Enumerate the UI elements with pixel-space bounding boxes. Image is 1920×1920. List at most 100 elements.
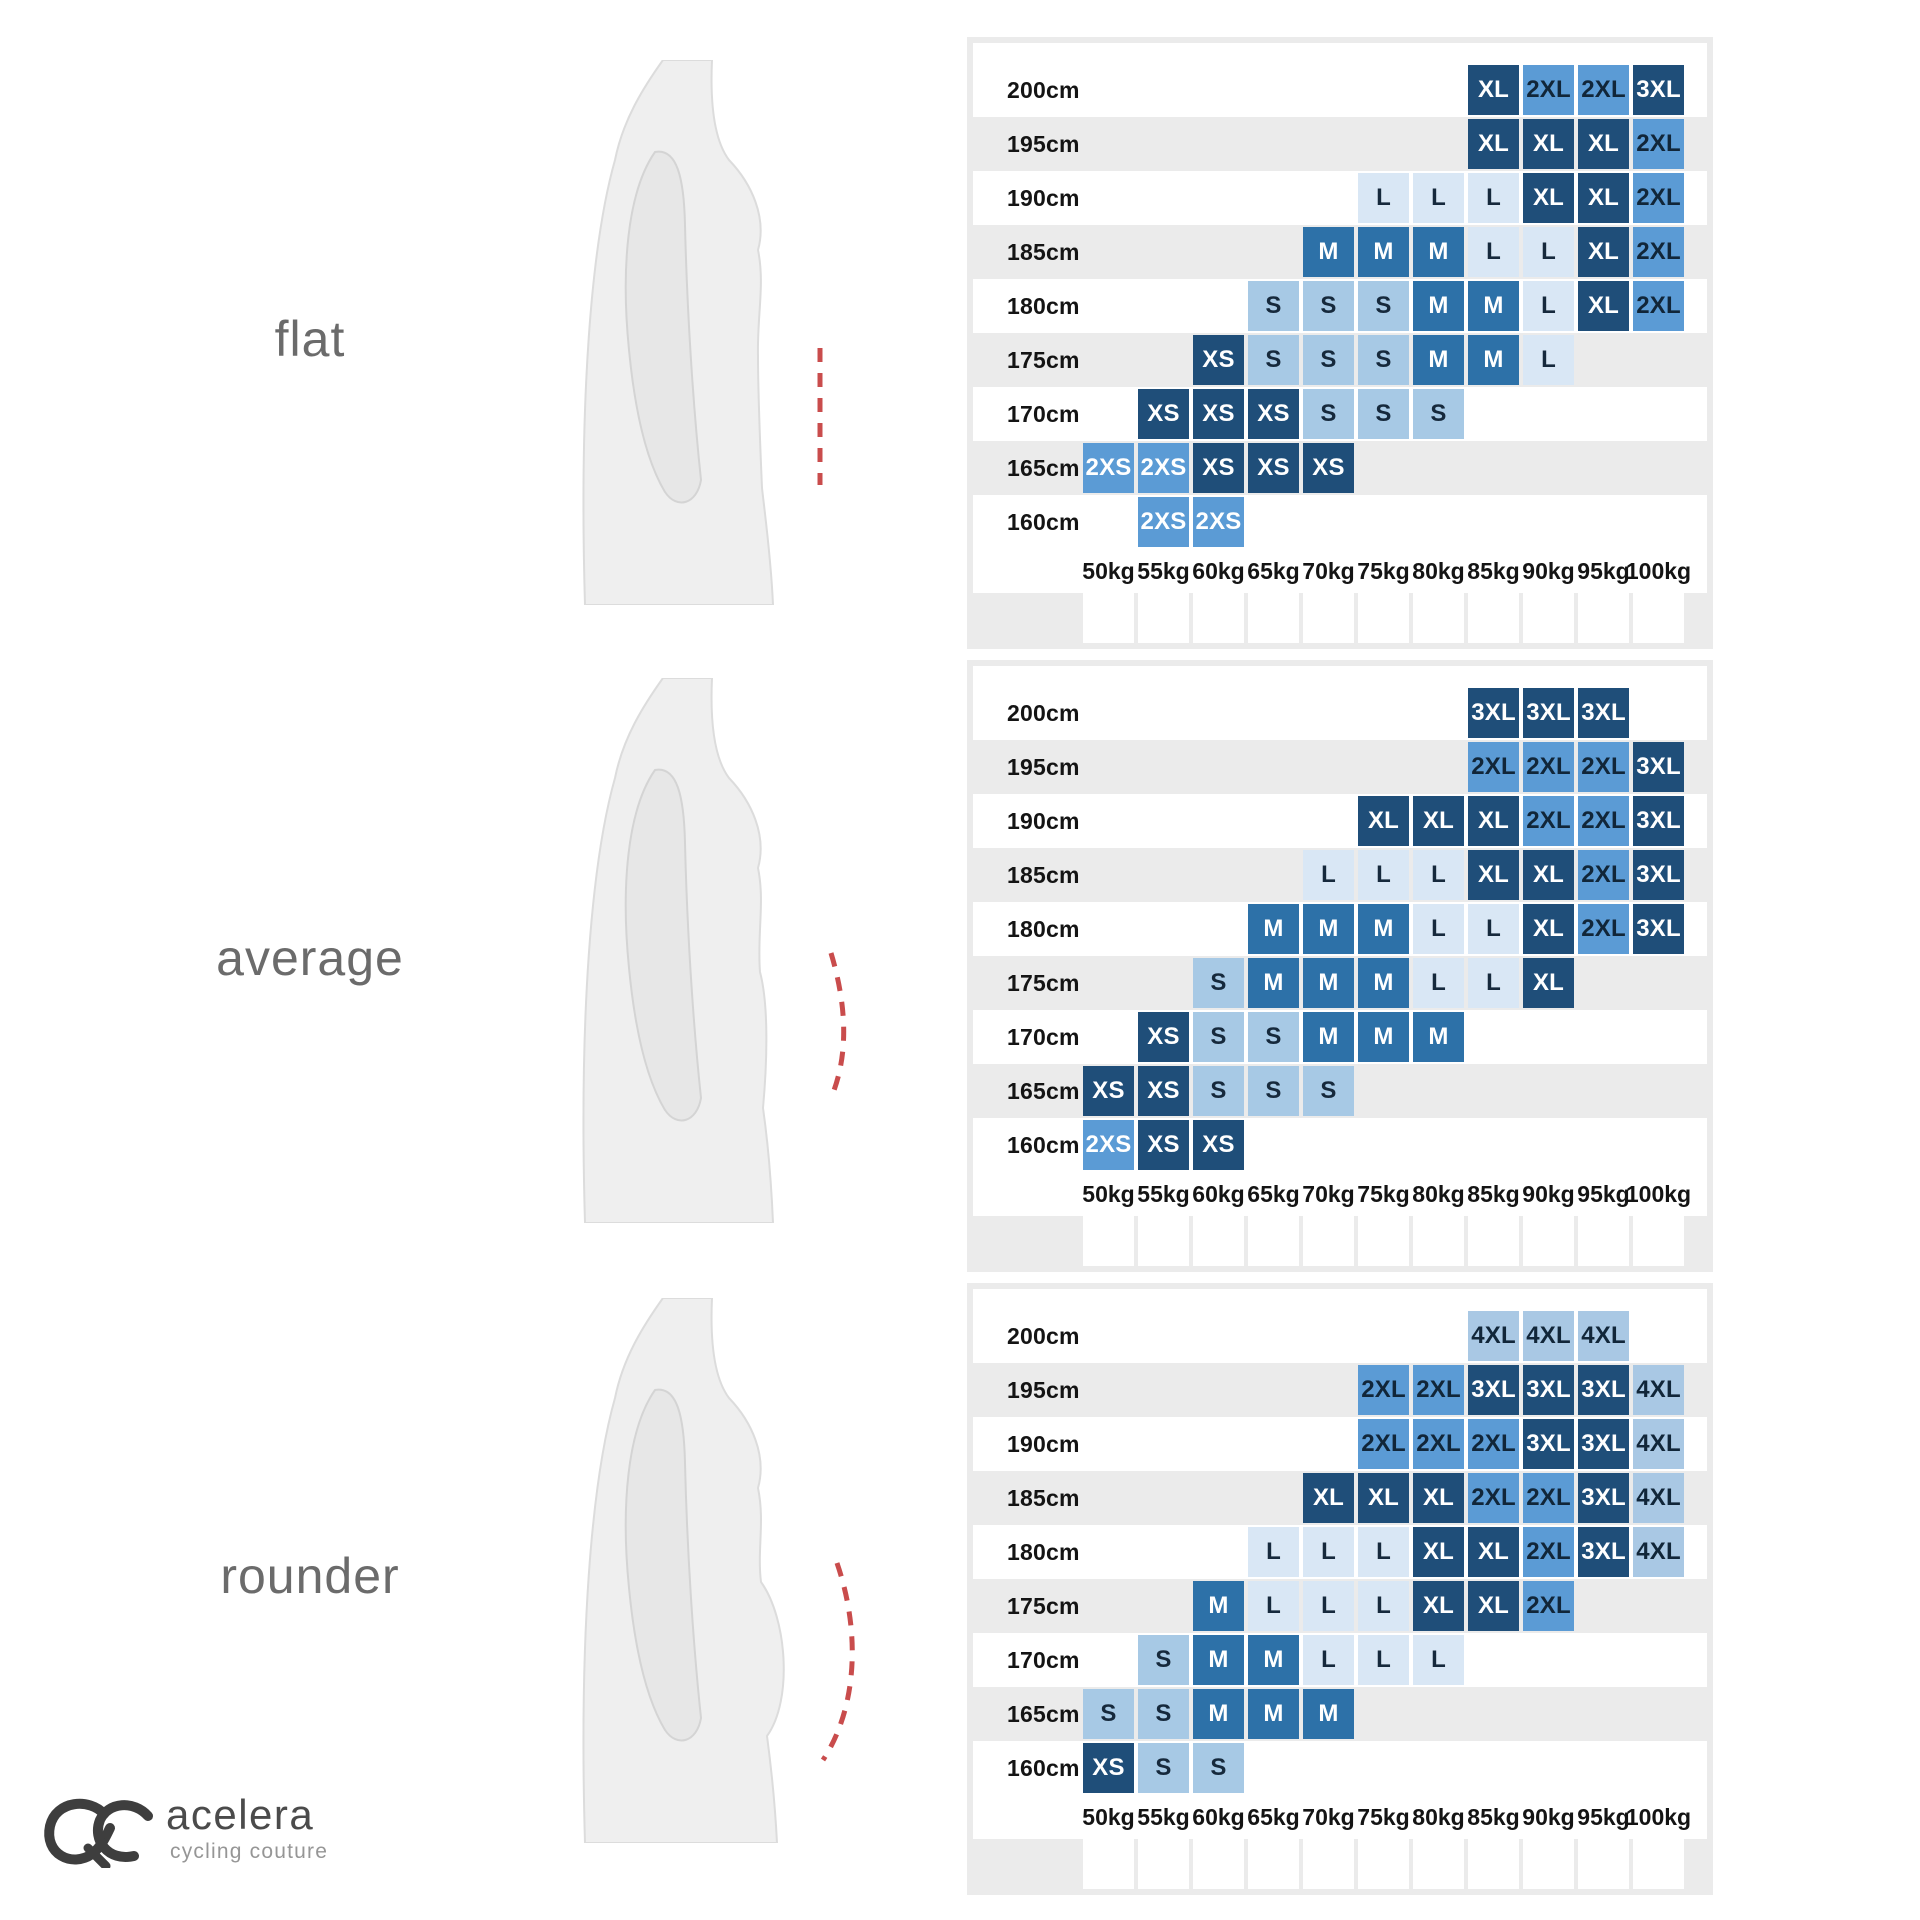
empty-cell [1468,1066,1519,1116]
empty-cell [1358,1066,1409,1116]
size-cell: 2XL [1633,227,1684,277]
size-cell: XL [1468,119,1519,169]
empty-cell [1633,1581,1684,1631]
empty-cell [1578,1635,1629,1685]
grid-row: 160cm 2XS XS XS [973,1118,1707,1172]
empty-cell [1138,281,1189,331]
size-cell: 2XL [1468,742,1519,792]
empty-cell [1468,1743,1519,1793]
empty-cell [1248,173,1299,223]
empty-cell [1633,688,1684,738]
size-cell: 3XL [1578,1419,1629,1469]
size-cell: M [1248,904,1299,954]
size-cell: L [1413,904,1464,954]
size-cell: L [1303,1635,1354,1685]
weight-label: 95kg [1577,1803,1630,1830]
grid-row: 190cm L L L XL XL 2XL [973,171,1707,225]
empty-cell [1083,335,1134,385]
size-cell: 4XL [1633,1365,1684,1415]
size-cell: 2XS [1138,497,1189,547]
empty-cell [1303,173,1354,223]
empty-cell [1578,1743,1629,1793]
empty-cell [1303,119,1354,169]
empty-cell [1248,1365,1299,1415]
size-cell: XL [1413,1527,1464,1577]
grid-row: 170cm XS XS XS S S S [973,387,1707,441]
size-cell: S [1358,281,1409,331]
grid-row: 185cm L L L XL XL 2XL 3XL [973,848,1707,902]
size-cell: XL [1578,173,1629,223]
size-cell: XS [1248,389,1299,439]
empty-cell [1303,1120,1354,1170]
grid-row: 190cm XL XL XL 2XL 2XL 3XL [973,794,1707,848]
column-stripe [1193,1839,1244,1889]
empty-cell [1468,1012,1519,1062]
empty-cell [1523,1689,1574,1739]
empty-cell [1303,1365,1354,1415]
column-stripe [1193,1216,1244,1266]
size-cell: 4XL [1633,1527,1684,1577]
size-cell: L [1468,227,1519,277]
column-stripe [1633,1216,1684,1266]
empty-cell [1413,497,1464,547]
body-type-label-rounder: rounder [220,1548,400,1604]
empty-cell [1303,1419,1354,1469]
empty-cell [1578,389,1629,439]
empty-cell [1083,227,1134,277]
column-stripe [1468,593,1519,643]
size-cell: XL [1413,796,1464,846]
empty-cell [1248,850,1299,900]
empty-cell [1248,1120,1299,1170]
column-stripe [1578,593,1629,643]
height-label: 195cm [1007,1376,1080,1403]
empty-cell [1633,1743,1684,1793]
height-label: 200cm [1007,1322,1080,1349]
height-label: 175cm [1007,346,1080,373]
empty-cell [1633,1689,1684,1739]
size-cell: XL [1578,281,1629,331]
size-cell: 3XL [1633,65,1684,115]
empty-cell [1083,173,1134,223]
empty-cell [1083,281,1134,331]
empty-cell [1083,389,1134,439]
empty-cell [1193,796,1244,846]
empty-cell [1193,119,1244,169]
chart-panel: 200cm 4XL 4XL 4XL 195cm 2XL 2XL 3XL 3XL 3XL 4XL 190… [973,1289,1707,1889]
size-cell: 4XL [1468,1311,1519,1361]
empty-cell [1468,389,1519,439]
empty-cell [1138,1527,1189,1577]
size-chart-average: 200cm 3XL 3XL 3XL 195cm 2XL 2XL 2XL 3XL 190cm XL XL… [967,660,1713,1272]
size-cell: XL [1578,227,1629,277]
height-label: 200cm [1007,699,1080,726]
column-stripe [1523,1216,1574,1266]
logo-text: acelera cycling couture [166,1794,328,1864]
empty-cell [1468,443,1519,493]
grid-row: 195cm 2XL 2XL 3XL 3XL 3XL 4XL [973,1363,1707,1417]
empty-cell [1578,1012,1629,1062]
empty-cell [1248,1473,1299,1523]
size-cell: S [1358,335,1409,385]
empty-cell [1578,1689,1629,1739]
weight-label: 65kg [1247,1180,1300,1207]
empty-cell [1523,1743,1574,1793]
weight-label: 60kg [1192,1180,1245,1207]
footer-band [973,593,1707,643]
torso-flat-illustration [582,60,823,605]
size-cell: S [1138,1635,1189,1685]
size-cell: L [1248,1581,1299,1631]
size-cell: L [1413,958,1464,1008]
column-stripe [1523,593,1574,643]
empty-cell [1413,65,1464,115]
weight-label: 60kg [1192,557,1245,584]
height-label: 180cm [1007,1538,1080,1565]
size-cell: 4XL [1633,1419,1684,1469]
height-label: 180cm [1007,915,1080,942]
size-cell: S [1303,281,1354,331]
empty-cell [1358,497,1409,547]
size-cell: XS [1193,1120,1244,1170]
empty-cell [1413,1120,1464,1170]
size-cell: 2XL [1578,796,1629,846]
size-cell: S [1193,1012,1244,1062]
footer-band [973,1839,1707,1889]
size-cell: M [1413,227,1464,277]
